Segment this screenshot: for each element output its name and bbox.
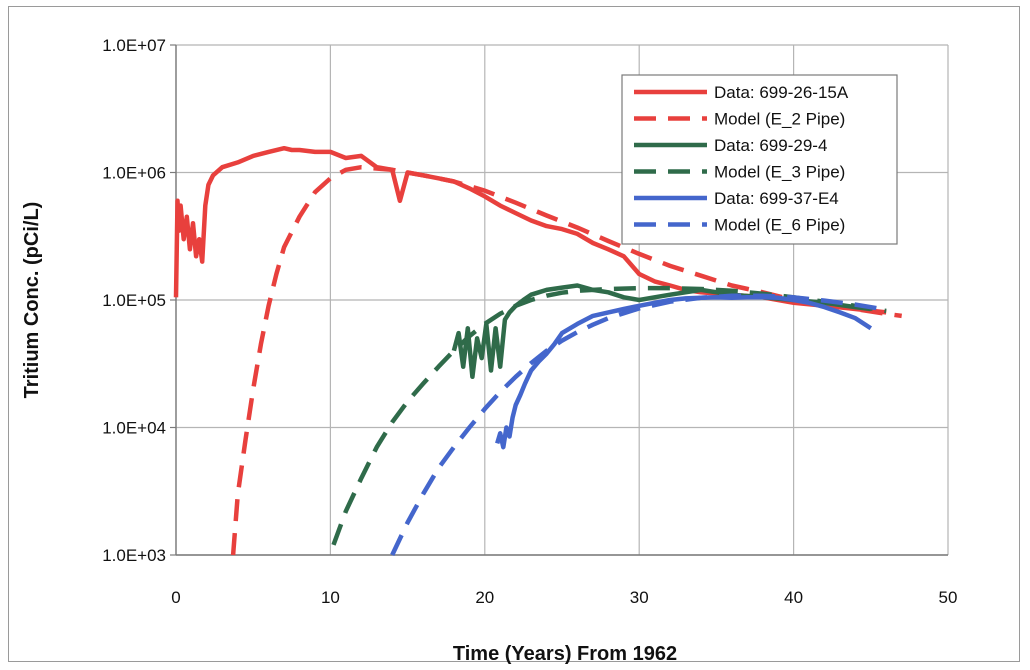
legend-label: Data: 699-26-15A: [714, 83, 849, 102]
series-line-5: [390, 293, 887, 556]
series-line-2: [451, 283, 872, 380]
y-axis-ticks: 1.0E+03 1.0E+04 1.0E+05 1.0E+06 1.0E+07: [102, 36, 176, 565]
legend: Data: 699-26-15A Model (E_2 Pipe) Data: 69…: [621, 74, 898, 245]
legend-label: Model (E_6 Pipe): [714, 216, 845, 235]
legend-label: Data: 699-37-E4: [714, 189, 839, 208]
y-tick-label: 1.0E+04: [102, 419, 166, 438]
legend-label: Model (E_3 Pipe): [714, 163, 845, 182]
legend-label: Data: 699-29-4: [714, 136, 827, 155]
y-tick-label: 1.0E+07: [102, 36, 166, 55]
x-axis-title: Time (Years) From 1962: [453, 643, 677, 665]
x-tick-label: 50: [939, 588, 958, 607]
legend-label: Model (E_2 Pipe): [714, 110, 845, 129]
x-tick-label: 10: [321, 588, 340, 607]
y-tick-label: 1.0E+06: [102, 164, 166, 183]
series-line-4: [495, 295, 873, 450]
x-tick-label: 40: [784, 588, 803, 607]
y-tick-label: 1.0E+03: [102, 546, 166, 565]
x-tick-label: 0: [171, 588, 180, 607]
x-axis-ticks: 0 10 20 30 40 50: [171, 588, 957, 607]
series-line-3: [331, 285, 887, 546]
y-axis-title: Tritium Conc. (pCi/L): [21, 202, 43, 399]
chart-frame: [8, 6, 1020, 662]
x-tick-label: 30: [630, 588, 649, 607]
x-tick-label: 20: [475, 588, 494, 607]
series-layer: [173, 145, 903, 556]
y-tick-label: 1.0E+05: [102, 291, 166, 310]
series-line-0: [173, 145, 887, 315]
legend-box: [621, 74, 898, 245]
